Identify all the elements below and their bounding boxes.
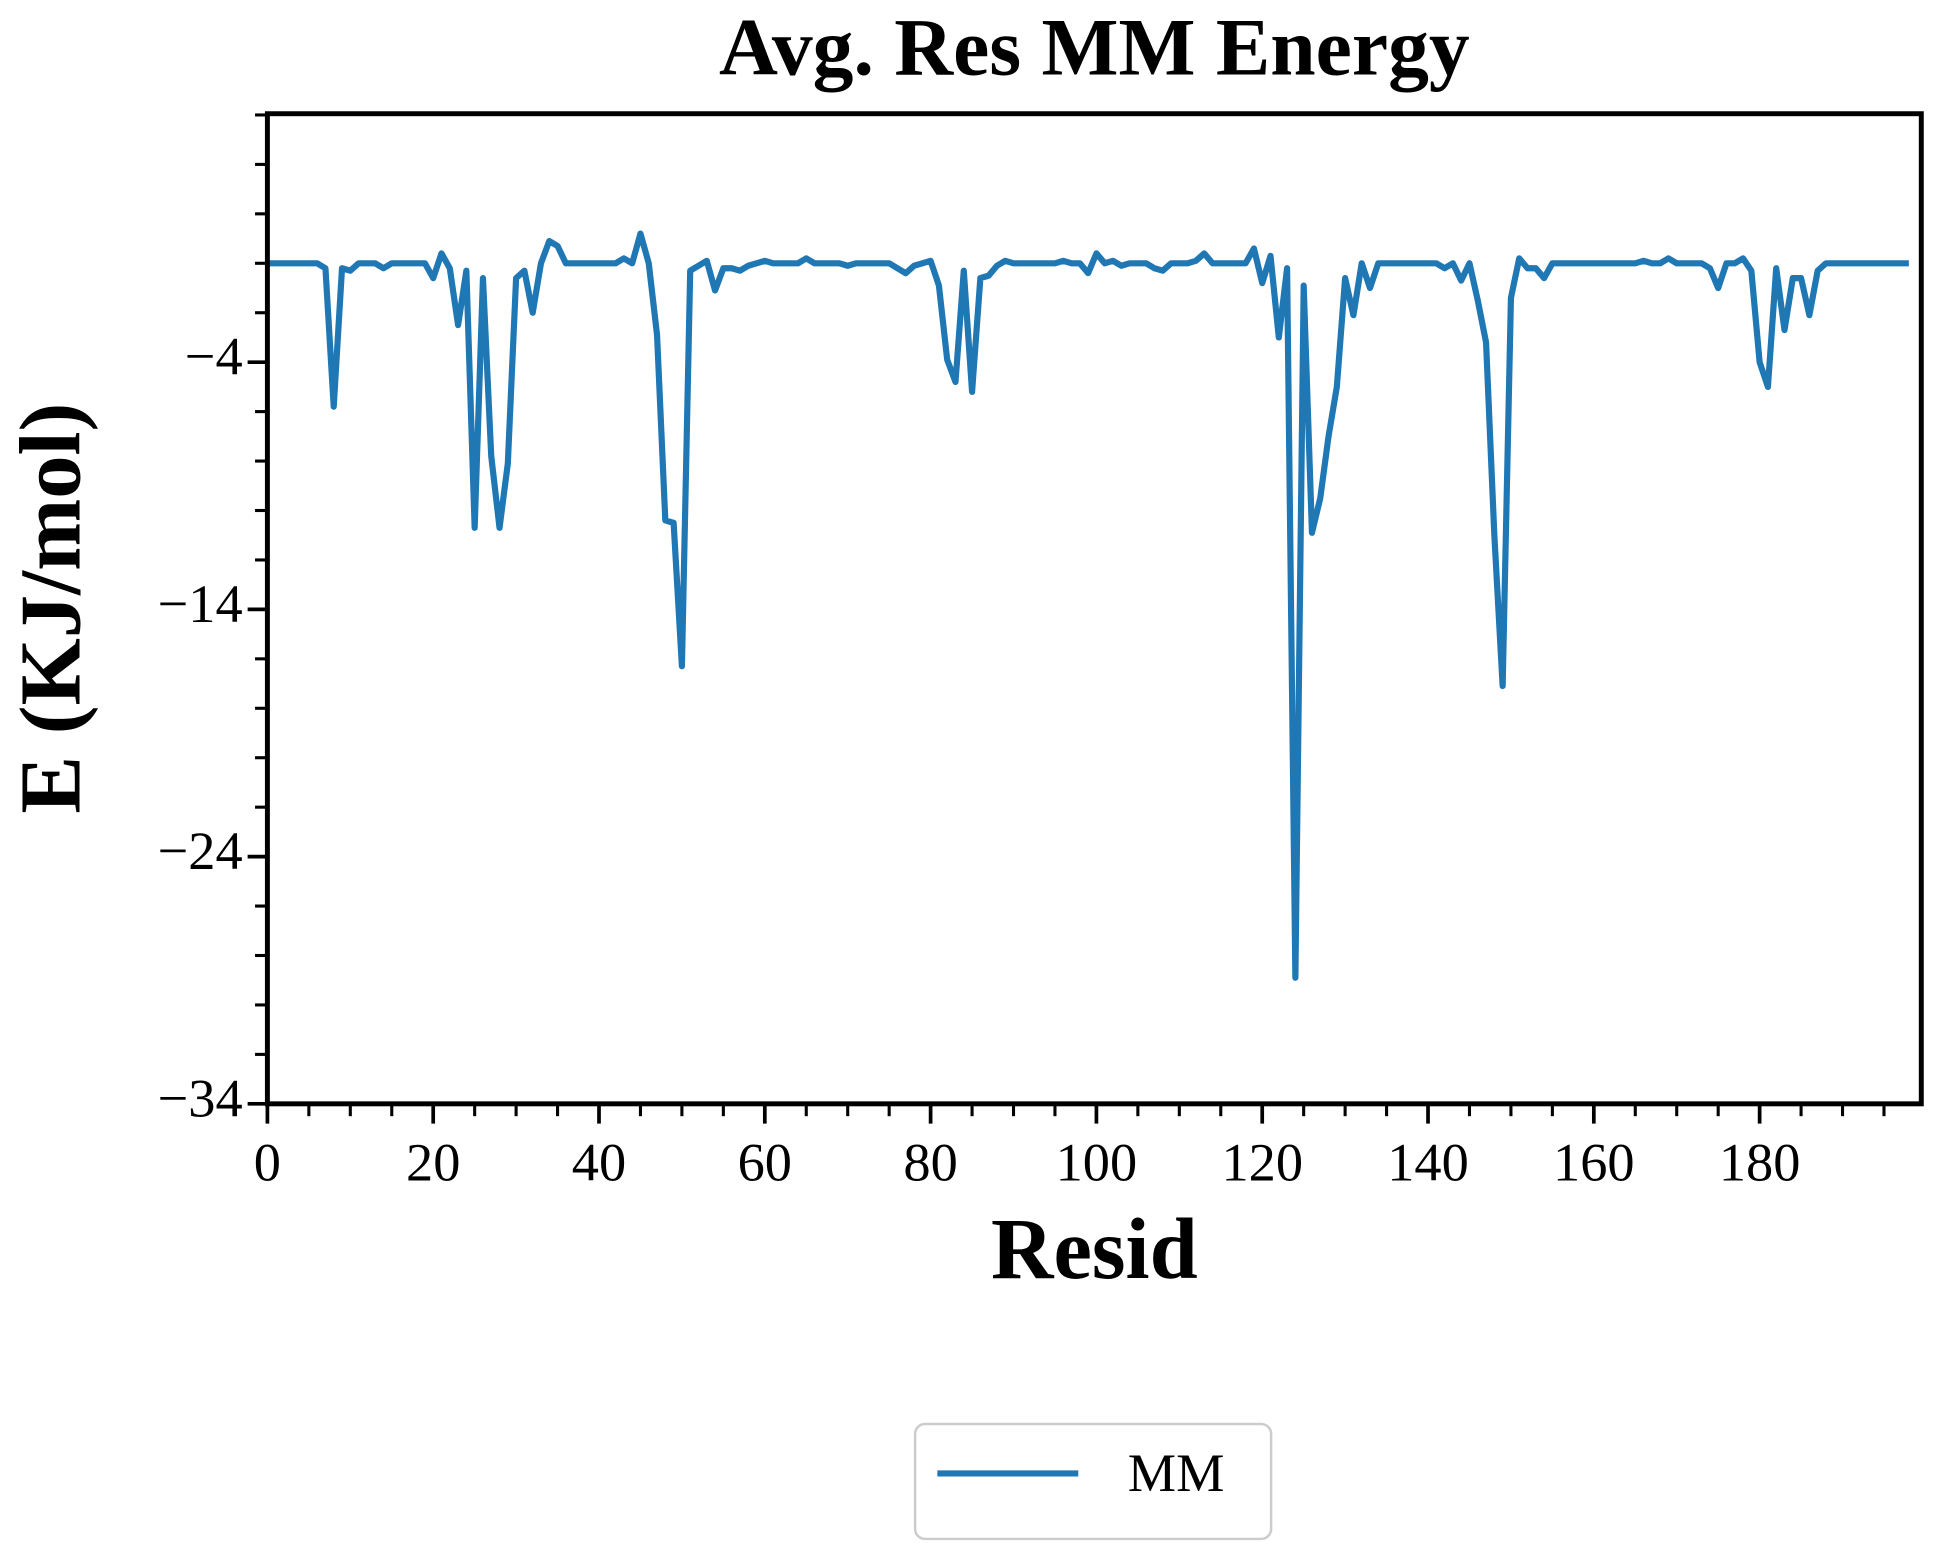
x-tick-label: 180 xyxy=(1719,1132,1801,1192)
x-tick-label: 140 xyxy=(1387,1132,1469,1192)
x-tick-label: 60 xyxy=(738,1132,792,1192)
x-tick-label: 160 xyxy=(1553,1132,1635,1192)
y-tick-label: −24 xyxy=(158,821,243,881)
x-tick-label: 20 xyxy=(406,1132,460,1192)
chart-title: Avg. Res MM Energy xyxy=(719,1,1470,92)
x-tick-label: 120 xyxy=(1221,1132,1303,1192)
legend-label: MM xyxy=(1128,1443,1225,1503)
legend-box xyxy=(913,1422,1273,1541)
x-tick-label: 100 xyxy=(1056,1132,1138,1192)
x-tick-label: 80 xyxy=(903,1132,957,1192)
x-tick-label: 0 xyxy=(254,1132,281,1192)
plot-frame xyxy=(264,111,1924,1107)
data-line xyxy=(267,230,1909,981)
y-axis-label: E (KJ/mol) xyxy=(3,403,99,814)
y-tick-label: −14 xyxy=(158,574,243,634)
y-tick-label: −34 xyxy=(158,1068,243,1128)
x-tick-label: 40 xyxy=(572,1132,626,1192)
y-tick-label: −4 xyxy=(185,327,243,387)
x-axis-label: Resid xyxy=(991,1201,1198,1297)
